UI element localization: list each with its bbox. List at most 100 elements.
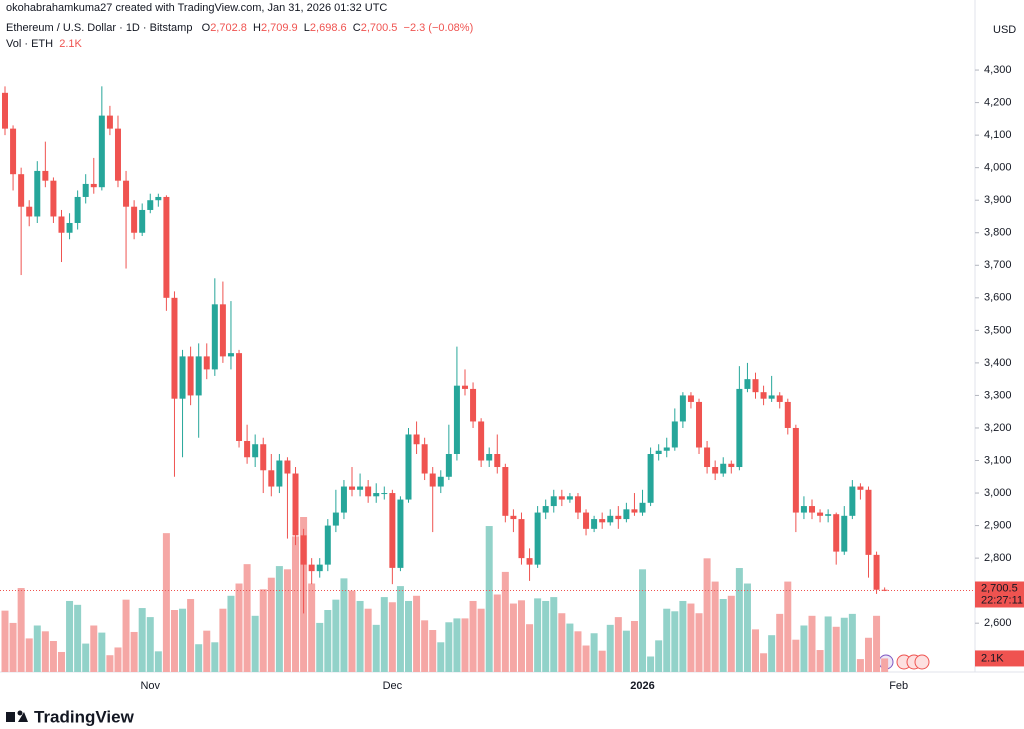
volume-bar bbox=[695, 613, 703, 672]
candle-body bbox=[639, 502, 646, 513]
volume-bar bbox=[57, 651, 65, 672]
volume-bar bbox=[267, 577, 275, 672]
volume-tag bbox=[975, 650, 1024, 667]
candle-body bbox=[349, 486, 356, 490]
candle-body bbox=[276, 460, 283, 487]
candle-body bbox=[825, 514, 832, 516]
y-tick-label: 4,200 bbox=[984, 97, 1012, 109]
candles bbox=[2, 86, 888, 614]
volume-bar bbox=[671, 611, 679, 672]
candle-body bbox=[405, 434, 412, 500]
volume-bar bbox=[130, 631, 138, 672]
volume-bar bbox=[630, 620, 638, 672]
volume-bar bbox=[542, 600, 550, 672]
volume-bar bbox=[195, 644, 203, 672]
volume-bar bbox=[74, 604, 82, 672]
volume-bar bbox=[606, 624, 614, 672]
ohlc-value: 2,700.5 bbox=[360, 22, 398, 34]
volume-bar bbox=[679, 600, 687, 672]
volume-bar bbox=[598, 650, 606, 672]
symbol-title: Ethereum / U.S. Dollar · 1D · Bitstamp bbox=[6, 22, 193, 34]
volume-bar bbox=[179, 608, 187, 672]
volume-bar bbox=[534, 598, 542, 672]
volume-bar bbox=[840, 617, 848, 672]
candle-body bbox=[219, 304, 226, 357]
logo: TradingView bbox=[6, 707, 135, 726]
candle-body bbox=[2, 92, 8, 129]
volume-bar bbox=[719, 599, 727, 672]
volume-bar bbox=[380, 597, 388, 672]
candle-body bbox=[332, 512, 339, 526]
volume-bar bbox=[187, 599, 195, 672]
volume-bar bbox=[211, 642, 219, 672]
candle-body bbox=[365, 486, 372, 497]
candle-body bbox=[534, 512, 541, 565]
candle-body bbox=[123, 180, 130, 207]
logo-mark bbox=[18, 712, 28, 722]
volume-bar bbox=[558, 613, 566, 672]
candle-body bbox=[712, 467, 719, 474]
candle-body bbox=[631, 509, 638, 513]
ohlc-key: L bbox=[303, 22, 310, 34]
x-tick-label: Dec bbox=[383, 680, 403, 692]
candle-body bbox=[179, 356, 186, 399]
candle-body bbox=[260, 444, 267, 471]
change: −2.3 (−0.08%) bbox=[403, 22, 474, 34]
candle-body bbox=[461, 385, 468, 389]
candle-body bbox=[599, 519, 606, 523]
volume-bar bbox=[743, 583, 751, 672]
volume-bar bbox=[138, 608, 146, 672]
volume-bar bbox=[663, 608, 671, 672]
candle-body bbox=[486, 454, 493, 461]
volume-bar bbox=[146, 617, 154, 672]
volume-bar bbox=[388, 602, 396, 672]
candle-body bbox=[42, 170, 49, 181]
candle-body bbox=[244, 440, 251, 458]
y-tick-label: 3,200 bbox=[984, 422, 1012, 434]
countdown: 22:27:11 bbox=[981, 594, 1023, 606]
candle-body bbox=[381, 493, 388, 495]
volume-bar bbox=[808, 615, 816, 672]
candle-body bbox=[849, 486, 856, 516]
y-tick-label: 2,900 bbox=[984, 519, 1012, 531]
candle-body bbox=[18, 174, 25, 207]
candle-body bbox=[82, 183, 89, 197]
candle-body bbox=[494, 454, 501, 468]
volume-bar bbox=[735, 568, 743, 672]
volume-bar bbox=[316, 622, 324, 672]
volume-bar bbox=[348, 590, 356, 672]
volume-legend: Vol · ETH 2.1K bbox=[6, 38, 82, 50]
candle-body bbox=[453, 385, 460, 454]
ohlc-value: 2,702.8 bbox=[210, 22, 247, 34]
candle-body bbox=[139, 209, 146, 233]
legend-line: Ethereum / U.S. Dollar · 1D · Bitstamp O… bbox=[6, 22, 473, 34]
volume-bar bbox=[356, 600, 364, 672]
volume-bar bbox=[614, 617, 622, 672]
candle-body bbox=[566, 496, 573, 500]
volume-bar bbox=[816, 650, 824, 672]
candle-body bbox=[268, 470, 275, 487]
volume-bar bbox=[154, 651, 162, 672]
candle-body bbox=[792, 427, 799, 513]
brand: TradingView bbox=[34, 707, 135, 726]
volume-bar bbox=[509, 603, 517, 672]
candle-body bbox=[502, 467, 509, 516]
candle-body bbox=[470, 388, 477, 422]
candle-body bbox=[300, 535, 307, 565]
volume-bar bbox=[453, 618, 461, 672]
volume-bar bbox=[283, 569, 291, 672]
volume-bar bbox=[824, 616, 832, 672]
volume-bar bbox=[832, 626, 840, 672]
candle-body bbox=[857, 486, 864, 490]
candle-body bbox=[833, 514, 840, 552]
volume-bar bbox=[106, 655, 114, 672]
volume-bar bbox=[647, 656, 655, 672]
volume-bar bbox=[25, 638, 33, 672]
volume-bar bbox=[881, 658, 889, 672]
candle-body bbox=[550, 496, 557, 507]
volume-bar bbox=[251, 615, 259, 672]
candle-body bbox=[34, 170, 41, 217]
candle-body bbox=[873, 554, 880, 590]
candle-body bbox=[542, 506, 549, 513]
volume-bar bbox=[41, 631, 49, 672]
